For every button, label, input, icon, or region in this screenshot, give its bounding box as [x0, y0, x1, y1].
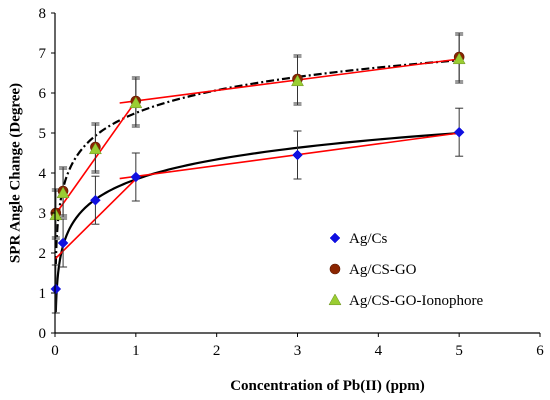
- y-tick-label: 7: [39, 46, 47, 62]
- y-tick-label: 6: [39, 86, 47, 102]
- legend-marker-circle: [329, 263, 341, 275]
- point-diamond: [292, 149, 303, 161]
- y-tick-label: 0: [39, 326, 47, 342]
- point-diamond: [130, 171, 142, 183]
- point-diamond: [57, 237, 69, 249]
- point-triangle: [56, 186, 70, 199]
- linear-fit-4: [119, 58, 460, 104]
- x-tick-label: 3: [294, 343, 302, 359]
- x-tick-label: 2: [213, 343, 221, 359]
- data-points: [49, 51, 466, 295]
- linear-fits: [54, 58, 460, 260]
- y-axis-label: SPR Angle Change (Degree): [7, 83, 23, 263]
- y-tick-label: 4: [39, 166, 47, 182]
- legend: Ag/Cs Ag/CS-GO Ag/CS-GO-Ionophore: [328, 231, 483, 309]
- x-tick-label: 5: [455, 343, 463, 359]
- x-tick-label: 6: [536, 343, 544, 359]
- axes: [51, 12, 541, 337]
- point-diamond: [90, 194, 101, 206]
- y-tick-label: 8: [39, 6, 47, 22]
- x-tick-label: 0: [51, 343, 59, 359]
- x-tick-label: 1: [132, 343, 140, 359]
- trend-line-1: [54, 131, 460, 313]
- linear-fit-2: [119, 132, 460, 180]
- y-tick-label: 2: [39, 246, 47, 262]
- legend-label: Ag/CS-GO: [349, 262, 417, 278]
- point-triangle: [452, 52, 466, 65]
- trend-line-2: [54, 59, 460, 265]
- legend-label: Ag/CS-GO-Ionophore: [349, 293, 483, 309]
- legend-marker-triangle: [328, 293, 342, 306]
- x-axis-label: Concentration of Pb(II) (ppm): [230, 378, 425, 394]
- trend-lines: [54, 59, 460, 313]
- point-triangle: [49, 208, 63, 221]
- x-tick-label: 4: [375, 343, 383, 359]
- point-triangle: [88, 142, 102, 155]
- tick-labels: 0 1 2 3 4 5 6 7 8 0 1 2 3 4 5 6: [39, 6, 545, 359]
- point-triangle: [129, 96, 143, 109]
- point-triangle: [291, 74, 304, 87]
- y-tick-label: 5: [39, 126, 47, 142]
- y-tick-label: 1: [39, 286, 47, 302]
- legend-label: Ag/Cs: [349, 231, 388, 247]
- point-diamond: [50, 283, 62, 295]
- y-tick-label: 3: [39, 206, 47, 222]
- point-diamond: [453, 126, 465, 138]
- legend-marker-diamond: [329, 232, 341, 244]
